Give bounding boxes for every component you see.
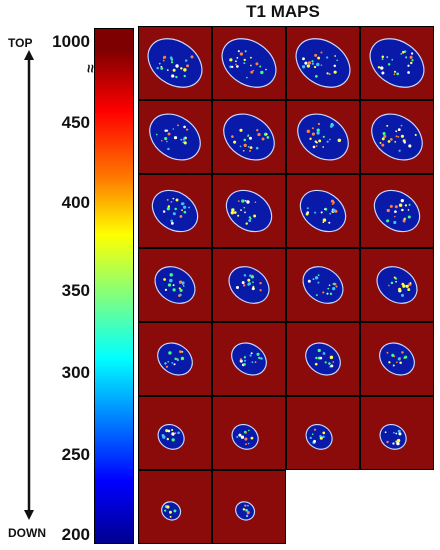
t1-map-slice: [212, 248, 286, 322]
scale-break-mark: ≈: [81, 64, 99, 73]
t1-map-slice: [360, 174, 434, 248]
t1-map-slice: [360, 322, 434, 396]
colorbar-tick: 1000: [52, 32, 90, 51]
colorbar-tick: 450: [61, 113, 90, 132]
t1-map-slice: [138, 26, 212, 100]
t1-map-slice: [138, 322, 212, 396]
t1-map-slice: [138, 100, 212, 174]
t1-map-slice: [212, 470, 286, 544]
colorbar-tick: 200: [61, 525, 90, 544]
t1-map-slice: [138, 174, 212, 248]
t1-map-slice: [138, 396, 212, 470]
t1-map-slice: [360, 396, 434, 470]
t1-map-slice: [212, 396, 286, 470]
top-label: TOP: [8, 36, 33, 50]
t1-map-slice: [286, 248, 360, 322]
figure-title: T1 MAPS: [246, 2, 320, 21]
colorbar: [94, 28, 134, 544]
t1-map-slice: [212, 174, 286, 248]
t1-map-slice: [360, 100, 434, 174]
t1-map-slice: [286, 396, 360, 470]
t1-map-slice: [212, 26, 286, 100]
t1-map-slice: [286, 100, 360, 174]
t1-map-slice: [212, 322, 286, 396]
t1-map-slice: [360, 248, 434, 322]
colorbar-tick: 250: [61, 445, 90, 464]
depth-arrow-icon: [24, 50, 34, 520]
t1-map-slice: [138, 248, 212, 322]
t1-map-slice: [138, 470, 212, 544]
t1-map-grid: [138, 26, 434, 546]
t1-map-slice: [286, 322, 360, 396]
colorbar-tick: 400: [61, 193, 90, 212]
t1-map-slice: [286, 174, 360, 248]
bottom-label: DOWN: [8, 526, 46, 540]
colorbar-tick: 350: [61, 281, 90, 300]
colorbar-tick: 300: [61, 363, 90, 382]
t1-map-slice: [212, 100, 286, 174]
t1-map-slice: [360, 26, 434, 100]
t1-map-slice: [286, 26, 360, 100]
